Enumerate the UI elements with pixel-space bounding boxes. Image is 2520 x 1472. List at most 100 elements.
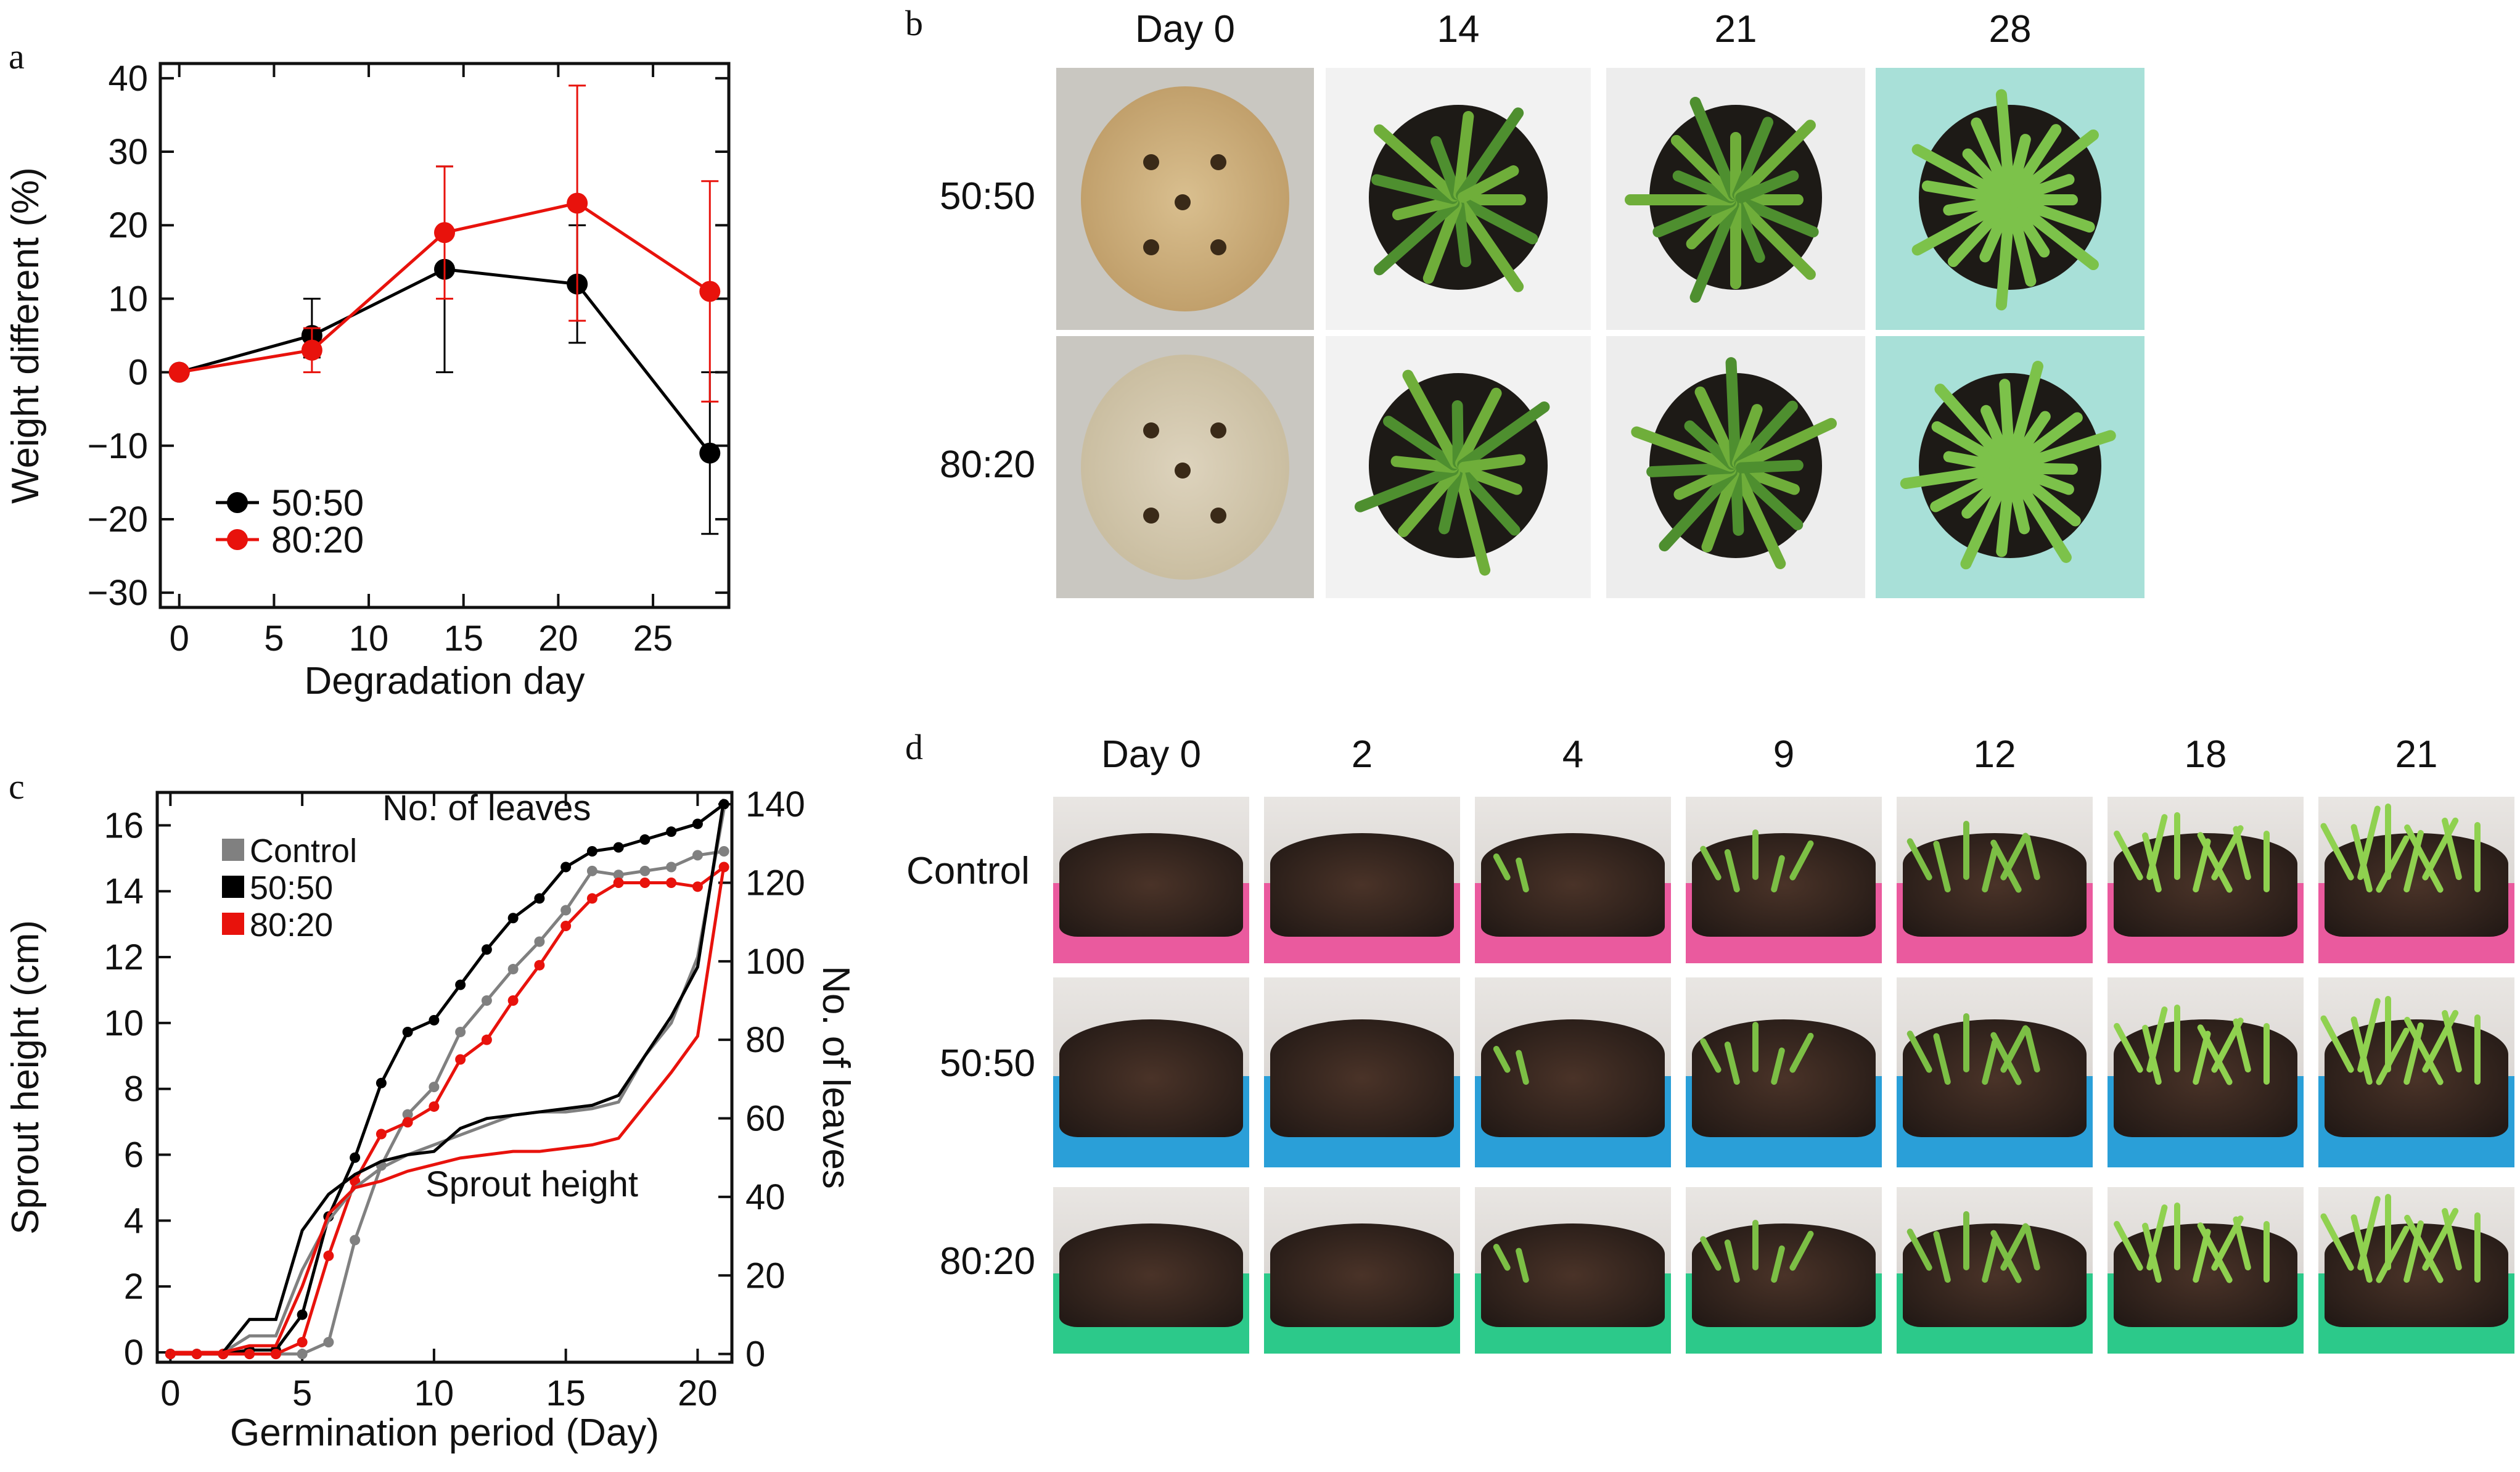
data-point	[350, 1235, 361, 1246]
data-point	[718, 846, 729, 857]
pot-photo	[1686, 1187, 1882, 1354]
data-point	[297, 1349, 308, 1360]
x-tick-label: 5	[292, 1373, 312, 1413]
data-point	[455, 979, 466, 990]
data-point	[639, 834, 651, 845]
y2-tick-label: 120	[745, 863, 805, 903]
data-point	[244, 1349, 255, 1360]
y-tick-label: −20	[88, 500, 148, 540]
seed-hole	[1143, 422, 1160, 438]
x-axis-label: Degradation day	[305, 660, 585, 702]
y-axis-label: Weight different (%)	[4, 167, 47, 504]
pot-photo	[2108, 1187, 2304, 1354]
soil	[1059, 833, 1244, 937]
x-tick-label: 25	[633, 619, 673, 659]
photo-block	[1056, 68, 1314, 330]
series-leaves-80:20	[165, 861, 729, 1360]
pot-photo	[1686, 797, 1882, 963]
data-point	[402, 1117, 413, 1128]
data-point	[481, 995, 492, 1006]
series-line	[170, 803, 725, 1356]
legend-swatch	[222, 839, 244, 861]
soil	[1480, 1019, 1665, 1137]
seedling	[2263, 1023, 2270, 1085]
data-point	[429, 1082, 440, 1093]
pot-photo	[1053, 977, 1249, 1167]
pot-photo	[1897, 977, 2093, 1167]
photo-block	[1606, 68, 1865, 330]
pot-photo	[2318, 977, 2514, 1167]
annotation-sprout-height: Sprout height	[425, 1164, 638, 1204]
data-point	[534, 893, 545, 904]
row-label: 50:50	[940, 1042, 1036, 1085]
row-label: 50:50	[940, 175, 1036, 218]
data-point	[323, 1337, 334, 1348]
column-header: Day 0	[1101, 733, 1201, 776]
data-point	[168, 361, 190, 383]
panel-letter-d: d	[905, 727, 923, 767]
pot-photo	[2108, 797, 2304, 963]
legend-label: 80:20	[271, 519, 364, 561]
data-point	[613, 842, 624, 853]
pot-photo	[1475, 1187, 1671, 1354]
seedling	[1752, 1022, 1759, 1072]
data-point	[481, 1034, 492, 1045]
y-tick-label: 4	[124, 1201, 144, 1241]
x-axis-label: Germination period (Day)	[230, 1412, 659, 1454]
photo-block	[1606, 336, 1865, 598]
data-point	[301, 339, 322, 361]
seedling	[1963, 1211, 1969, 1270]
column-header: 18	[2184, 733, 2227, 776]
x-tick-label: 20	[678, 1373, 718, 1413]
y-axis-label: Sprout height (cm)	[4, 920, 47, 1235]
data-point	[639, 877, 651, 888]
data-point	[191, 1349, 202, 1360]
series-line	[170, 865, 726, 1354]
x-tick-label: 10	[414, 1373, 454, 1413]
seedling	[2385, 1194, 2391, 1270]
data-point	[639, 865, 651, 876]
y2-tick-label: 80	[745, 1020, 786, 1060]
data-point	[323, 1250, 334, 1261]
pot-photo	[1053, 1187, 1249, 1354]
column-header: 9	[1773, 733, 1795, 776]
plot-frame	[158, 62, 731, 609]
y-tick-label: 30	[108, 132, 148, 172]
seed-hole	[1210, 422, 1226, 438]
data-point	[699, 442, 721, 464]
seedling	[2385, 996, 2391, 1072]
x-tick-label: 20	[538, 619, 578, 659]
y-tick-label: 14	[104, 871, 144, 911]
data-point	[534, 960, 545, 971]
panel-letter-a: a	[9, 36, 25, 76]
data-point	[560, 905, 572, 916]
soil	[1059, 1019, 1244, 1137]
row-label: 80:20	[940, 1240, 1036, 1283]
panel-letter-c: c	[9, 767, 25, 807]
data-point	[613, 870, 624, 881]
y-tick-label: −10	[88, 426, 148, 466]
y-tick-label: −30	[88, 573, 148, 613]
data-point	[560, 921, 572, 932]
photo-block	[1326, 68, 1591, 330]
data-point	[270, 1349, 281, 1360]
series-line	[170, 799, 726, 1354]
series-height-50:50	[170, 799, 726, 1354]
data-point	[586, 846, 597, 857]
seedling	[2174, 1005, 2180, 1072]
data-point	[434, 222, 455, 244]
leaf	[2009, 463, 2079, 475]
seed-hole	[1175, 194, 1191, 211]
legend-swatch	[222, 876, 244, 898]
data-point	[666, 826, 677, 837]
legend-marker	[227, 492, 248, 513]
data-point	[350, 1152, 361, 1163]
data-point	[429, 1014, 440, 1026]
y2-tick-label: 140	[745, 784, 805, 824]
soil	[1691, 1019, 1876, 1137]
x-tick-label: 10	[349, 619, 389, 659]
seed-hole	[1210, 239, 1226, 256]
y2-axis-label: No. of leaves	[815, 966, 857, 1189]
seedling	[2174, 812, 2180, 880]
data-point	[567, 192, 588, 214]
